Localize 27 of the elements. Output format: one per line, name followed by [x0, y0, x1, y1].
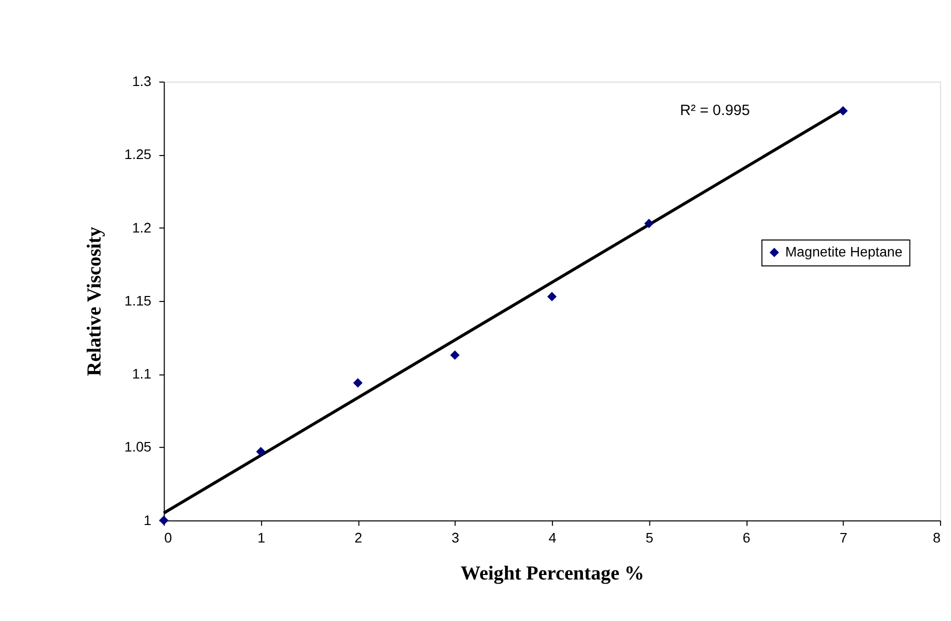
y-tick-label: 1: [144, 512, 152, 528]
x-tick-label: 8: [932, 530, 941, 546]
y-tick-label: 1.1: [132, 366, 152, 382]
y-tick-label: 1.05: [124, 438, 152, 455]
x-axis-title: Weight Percentage %: [460, 562, 644, 584]
y-tick-label: 1.25: [124, 146, 152, 162]
y-axis-title: Relative Viscosity: [84, 226, 106, 376]
point: [838, 106, 848, 116]
point: [353, 378, 363, 388]
x-tick-label: 7: [840, 530, 848, 546]
x-tick-label: 1: [257, 530, 266, 546]
point: [450, 350, 460, 360]
point: [256, 446, 266, 456]
point: [159, 516, 169, 526]
x-tick-label: 4: [548, 530, 557, 546]
x-tick-label: 0: [164, 530, 172, 546]
x-tick-label: 6: [742, 530, 751, 546]
x-tick-label: 5: [646, 530, 654, 546]
annotation: R² = 0.995: [680, 103, 750, 120]
x-tick-label: 3: [452, 530, 460, 546]
x-tick-label: 2: [354, 530, 363, 546]
y-tick-label: 1.3: [132, 73, 152, 90]
y-tick-label: 1.2: [132, 219, 152, 236]
point: [547, 292, 557, 302]
legend-label: Magnetite Heptane: [785, 243, 903, 260]
point: [644, 218, 654, 228]
y-tick-label: 1.15: [124, 292, 152, 308]
